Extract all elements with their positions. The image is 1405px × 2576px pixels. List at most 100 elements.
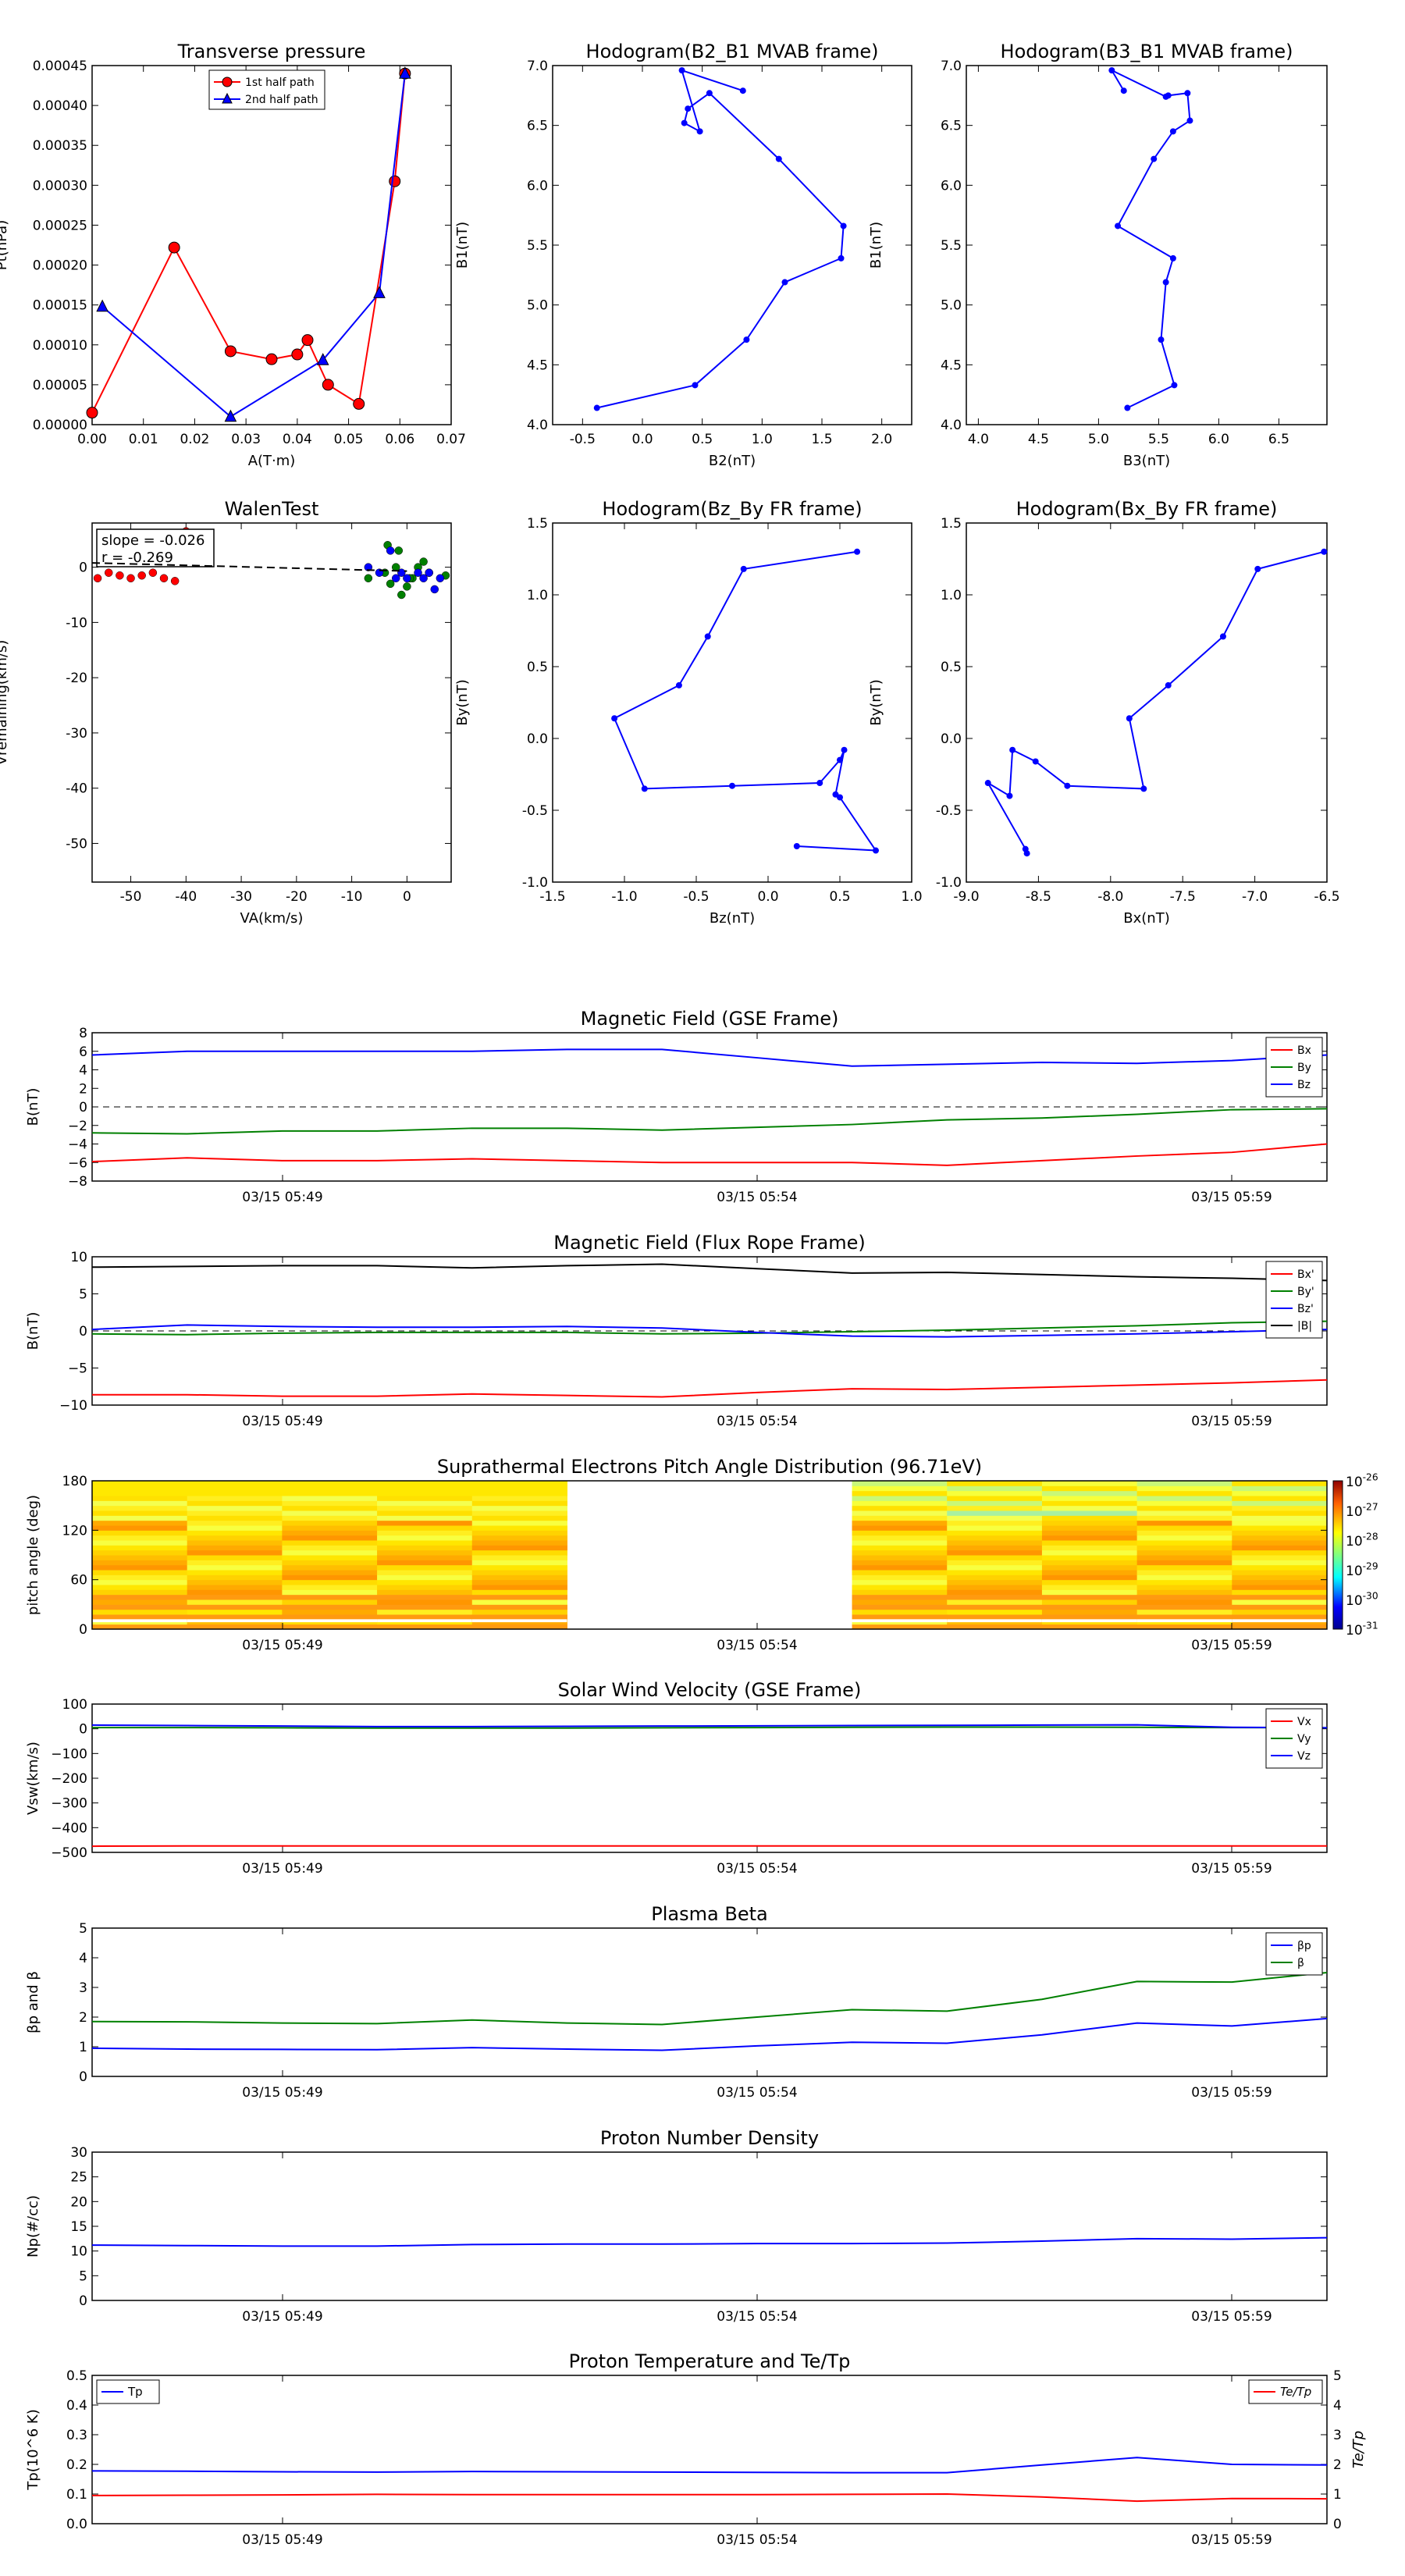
ytick-label: 5	[79, 1921, 87, 1937]
heatmap-cell	[187, 1560, 283, 1566]
heatmap-cell	[947, 1585, 1043, 1590]
ytick-label: 6.0	[527, 178, 548, 194]
legend-label: Te/Tp	[1280, 2385, 1311, 2399]
legend-box	[1265, 1708, 1323, 1769]
heatmap-cell	[377, 1500, 473, 1507]
heatmap-cell	[92, 1589, 188, 1596]
heatmap-cell	[1232, 1505, 1328, 1511]
heatmap-cell	[282, 1555, 378, 1560]
heatmap-cell	[471, 1579, 567, 1585]
heatmap-gap	[947, 1619, 1042, 1623]
xtick-label: 03/15 05:54	[717, 2085, 797, 2101]
heatmap-cell	[1041, 1515, 1138, 1521]
ytick-label: 25	[70, 2170, 87, 2186]
ytick-label: −8	[68, 1174, 87, 1190]
heatmap-cell	[377, 1515, 473, 1521]
data-point	[419, 557, 428, 566]
chart-title-fr1: Hodogram(Bz_By FR frame)	[602, 498, 862, 520]
heatmap-cell	[471, 1550, 567, 1556]
data-point	[837, 794, 843, 801]
heatmap-cell	[282, 1520, 378, 1526]
heatmap-gap	[282, 1619, 378, 1623]
heatmap-cell	[852, 1481, 948, 1486]
heatmap-cell	[1041, 1604, 1138, 1610]
heatmap-cell	[282, 1485, 378, 1492]
heatmap-cell	[377, 1560, 473, 1566]
heatmap-cell	[377, 1564, 473, 1571]
chart-title-np: Proton Number Density	[600, 2127, 819, 2149]
heatmap-cell	[1136, 1510, 1232, 1516]
ytick-label: 4.5	[941, 358, 962, 373]
colorbar-label: 10-30	[1346, 1590, 1378, 1609]
plot-frame-fr2	[966, 522, 1328, 883]
ytick-label: 6.5	[527, 119, 548, 134]
heatmap-cell	[471, 1574, 567, 1581]
heatmap-cell	[1232, 1570, 1328, 1575]
series-line	[91, 2236, 1328, 2247]
data-point	[641, 785, 648, 792]
heatmap-cell	[282, 1560, 378, 1566]
heatmap-cell	[852, 1485, 948, 1492]
ytick-label: 0	[79, 1324, 87, 1340]
heatmap-cell	[1232, 1564, 1328, 1571]
heatmap-cell	[377, 1550, 473, 1556]
data-point	[148, 568, 158, 577]
heatmap-cell	[852, 1550, 948, 1556]
ytick-label: 4.0	[941, 418, 962, 433]
data-point	[403, 574, 411, 583]
heatmap-cell	[282, 1614, 378, 1620]
heatmap-cell	[187, 1624, 283, 1630]
ytick-label: −400	[51, 1820, 87, 1836]
heatmap-cell	[92, 1490, 188, 1496]
heatmap-cell	[187, 1530, 283, 1536]
ytick-label: -0.5	[522, 803, 548, 819]
heatmap-cell	[947, 1555, 1043, 1560]
chart-mag_fr: Magnetic Field (Flux Rope Frame) −10 −5 0 5 1…	[25, 1232, 1328, 1429]
heatmap-cell	[282, 1594, 378, 1600]
heatmap-cell	[852, 1540, 948, 1546]
ytick-label: -30	[66, 726, 87, 742]
heatmap-cell	[187, 1540, 283, 1546]
heatmap-cell	[1232, 1579, 1328, 1585]
heatmap-cell	[947, 1540, 1043, 1546]
heatmap-cell	[471, 1609, 567, 1615]
xtick-label: 4.5	[1028, 432, 1049, 447]
legend-label: |B|	[1297, 1320, 1312, 1332]
y-axis-label: B1(nT)	[454, 222, 471, 269]
ytick-label: 15	[70, 2219, 87, 2235]
colorbar	[1332, 1480, 1343, 1630]
y2tick-label: 3	[1333, 2428, 1342, 2443]
heatmap-cell	[1232, 1585, 1328, 1590]
heatmap-cell	[92, 1481, 188, 1486]
heatmap-cell	[947, 1500, 1043, 1507]
xtick-label: 0.5	[829, 889, 850, 905]
data-point	[137, 571, 146, 580]
heatmap-cell	[852, 1500, 948, 1507]
heatmap-cell	[92, 1560, 188, 1566]
series-line	[91, 2457, 1328, 2474]
ytick-label: 0.5	[66, 2368, 87, 2384]
heatmap-cell	[1041, 1500, 1138, 1507]
heatmap-cell	[1136, 1564, 1232, 1571]
heatmap-cell	[187, 1496, 283, 1501]
ytick-label: 0	[79, 2293, 87, 2309]
heatmap-cell	[377, 1604, 473, 1610]
data-point	[1108, 67, 1115, 74]
colorbar-label: 10-28	[1346, 1531, 1378, 1550]
heatmap-cell	[377, 1570, 473, 1575]
ytick-label: 1.5	[527, 516, 548, 532]
heatmap-cell	[852, 1585, 948, 1590]
xtick-label: 03/15 05:54	[717, 1861, 797, 1877]
ytick-label: 30	[70, 2145, 87, 2161]
chart-title-mag_gse: Magnetic Field (GSE Frame)	[581, 1008, 839, 1030]
xtick-label: -40	[175, 889, 197, 905]
heatmap-cell	[187, 1579, 283, 1585]
heatmap-cell	[852, 1609, 948, 1615]
heatmap-cell	[92, 1515, 188, 1521]
heatmap-cell	[471, 1624, 567, 1630]
chart-fr1: Hodogram(Bz_By FR frame)-1.5 -1.0 -0.5 0.0 0…	[454, 498, 923, 927]
plot-frame-beta	[91, 1927, 1328, 2077]
heatmap-cell	[282, 1496, 378, 1501]
data-point	[322, 379, 334, 391]
heatmap-cell	[282, 1525, 378, 1531]
